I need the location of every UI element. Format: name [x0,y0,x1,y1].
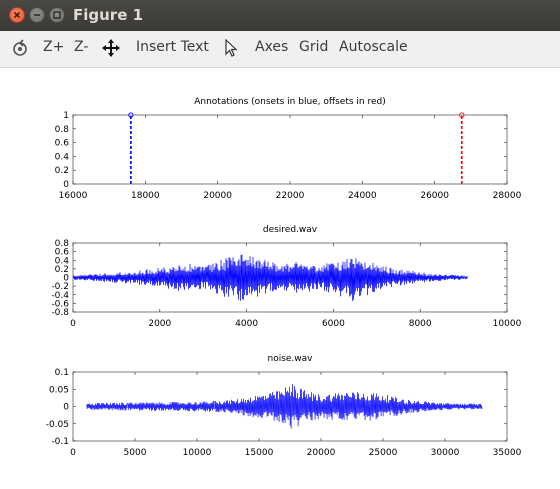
y-tick-label: -0.1 [51,437,69,447]
y-tick-label: 0.1 [55,368,69,378]
x-tick-label: 24000 [348,191,377,201]
y-tick-label: -0.05 [46,420,69,430]
y-tick-label: 0.4 [55,152,70,162]
marker-point [459,112,465,118]
x-tick-label: 35000 [493,448,522,458]
subplot-title: Annotations (onsets in blue, offsets in … [194,97,386,107]
y-tick-label: -0.2 [51,282,69,292]
y-tick-label: 0.4 [55,256,70,266]
minimize-window-button[interactable] [29,7,45,23]
x-tick-label: 4000 [235,319,258,329]
y-tick-label: -0.6 [51,299,69,309]
x-tick-label: 8000 [409,319,432,329]
zoom-out-button[interactable]: Z- [74,39,89,55]
maximize-window-button[interactable] [49,7,65,23]
autoscale-button[interactable]: Autoscale [339,39,408,55]
y-tick-label: -0.4 [51,291,69,301]
subplot-1: Annotations (onsets in blue, offsets in … [55,97,522,201]
x-tick-label: 18000 [131,191,160,201]
y-tick-label: 1 [63,111,69,121]
y-tick-label: -0.8 [51,308,69,318]
axes-box [72,114,508,185]
y-tick-label: 0.8 [55,239,70,249]
zoom-in-button[interactable]: Z+ [43,39,65,55]
y-tick-label: 0.6 [55,248,70,258]
figure-canvas: Annotations (onsets in blue, offsets in … [46,97,522,458]
close-window-button[interactable] [9,7,25,23]
window-title: Figure 1 [73,6,144,24]
x-tick-label: 25000 [369,448,398,458]
x-tick-label: 5000 [124,448,147,458]
y-tick-label: 0.2 [55,265,69,275]
x-tick-label: 30000 [431,448,460,458]
x-tick-label: 2000 [148,319,171,329]
x-tick-label: 28000 [493,191,522,201]
subplot-title: desired.wav [263,225,318,235]
y-tick-label: 0 [63,180,69,190]
x-tick-label: 10000 [183,448,212,458]
axes-button[interactable]: Axes [255,39,289,55]
close-icon [13,11,21,19]
x-tick-label: 20000 [307,448,336,458]
y-tick-label: 0 [63,403,69,413]
x-tick-label: 15000 [245,448,274,458]
figure-toolbar: Z+ Z- Insert Text Axes Grid Autoscale [0,31,560,68]
y-tick-label: 0.6 [55,139,70,149]
waveform-series [86,384,483,429]
marker-point [128,112,134,118]
x-tick-label: 26000 [420,191,449,201]
y-tick-label: 0.2 [55,166,69,176]
minimize-icon [34,14,40,16]
y-tick-label: 0.05 [49,385,69,395]
x-tick-label: 22000 [276,191,305,201]
x-tick-label: 10000 [493,319,522,329]
y-tick-label: 0 [63,274,69,284]
pan-icon[interactable] [101,38,121,58]
x-tick-label: 20000 [203,191,232,201]
subplot-3: noise.wav 0 5000 10000 15000 20000 25000 30000 3… [46,354,522,458]
subplot-title: noise.wav [268,354,314,364]
title-bar: Figure 1 [0,0,560,31]
grid-button[interactable]: Grid [299,39,329,55]
x-tick-label: 0 [70,448,76,458]
select-pointer-icon[interactable] [223,38,239,58]
x-tick-label: 0 [70,319,76,329]
maximize-icon [53,11,61,19]
x-tick-label: 6000 [322,319,345,329]
rotate-icon[interactable] [10,38,30,58]
waveform-series [72,254,468,301]
x-tick-label: 16000 [59,191,88,201]
y-tick-label: 0.8 [55,125,70,135]
insert-text-button[interactable]: Insert Text [136,39,209,55]
